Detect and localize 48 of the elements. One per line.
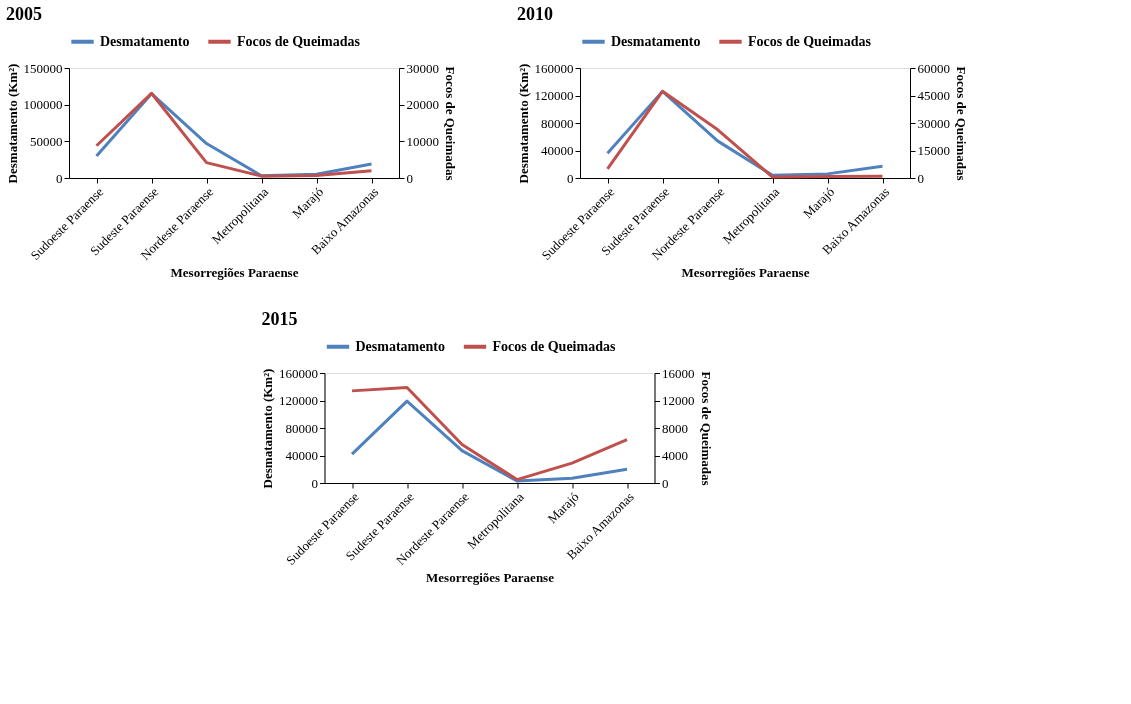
x-axis-title: Mesorregiões Paraense — [681, 264, 810, 280]
y2-tick-label: 30000 — [406, 60, 439, 76]
y2-tick-label: 8000 — [662, 420, 688, 436]
y2-tick-label: 16000 — [662, 365, 695, 381]
line-series — [350, 399, 629, 483]
y-tick-label: 150000 — [23, 60, 63, 76]
x-axis-title: Mesorregiões Paraense — [426, 569, 555, 585]
y2-axis-title: Focos de Queimadas — [954, 66, 969, 181]
chart-title: 2005 — [6, 4, 42, 24]
y2-tick-label: 12000 — [662, 393, 695, 408]
y2-tick-label: 45000 — [917, 88, 950, 103]
y-axis-title: Desmatamento (Km²) — [4, 63, 20, 184]
x-axis-title: Mesorregiões Paraense — [170, 264, 299, 280]
y2-tick-label: 30000 — [917, 115, 950, 131]
y-axis-title: Desmatamento (Km²) — [515, 63, 531, 184]
y-tick-label: 80000 — [285, 420, 318, 436]
y2-tick-label: 15000 — [917, 143, 950, 158]
legend-label: Desmatamento — [100, 33, 190, 49]
line-series — [350, 385, 629, 482]
y-tick-label: 40000 — [285, 448, 318, 463]
legend-label: Focos de Queimadas — [492, 338, 616, 354]
chart-title: 2015 — [261, 309, 298, 329]
y-tick-label: 120000 — [279, 393, 318, 408]
y-tick-label: 160000 — [279, 365, 318, 381]
y2-tick-label: 4000 — [662, 448, 688, 463]
y2-axis-title: Focos de Queimadas — [443, 66, 458, 181]
y-tick-label: 100000 — [23, 97, 63, 113]
y-tick-label: 40000 — [541, 143, 574, 158]
y-axis-title: Desmatamento (Km²) — [260, 368, 275, 489]
y-tick-label: 0 — [567, 170, 574, 186]
y-tick-label: 50000 — [30, 133, 63, 149]
chart-title: 2010 — [517, 4, 553, 24]
y2-tick-label: 0 — [917, 170, 924, 186]
legend-label: Desmatamento — [355, 338, 445, 354]
y-tick-label: 160000 — [534, 60, 574, 76]
y2-tick-label: 60000 — [917, 60, 950, 76]
y-tick-label: 120000 — [534, 88, 574, 103]
y2-tick-label: 10000 — [406, 133, 439, 149]
y2-axis-title: Focos de Queimadas — [698, 371, 714, 486]
legend-label: Focos de Queimadas — [748, 33, 872, 49]
y-tick-label: 0 — [311, 475, 318, 491]
y-tick-label: 0 — [56, 170, 63, 186]
legend-label: Focos de Queimadas — [237, 33, 361, 49]
y2-tick-label: 20000 — [406, 97, 439, 113]
y2-tick-label: 0 — [406, 170, 413, 186]
y2-tick-label: 0 — [662, 475, 669, 491]
legend-label: Desmatamento — [611, 33, 701, 49]
y-tick-label: 80000 — [541, 115, 574, 131]
